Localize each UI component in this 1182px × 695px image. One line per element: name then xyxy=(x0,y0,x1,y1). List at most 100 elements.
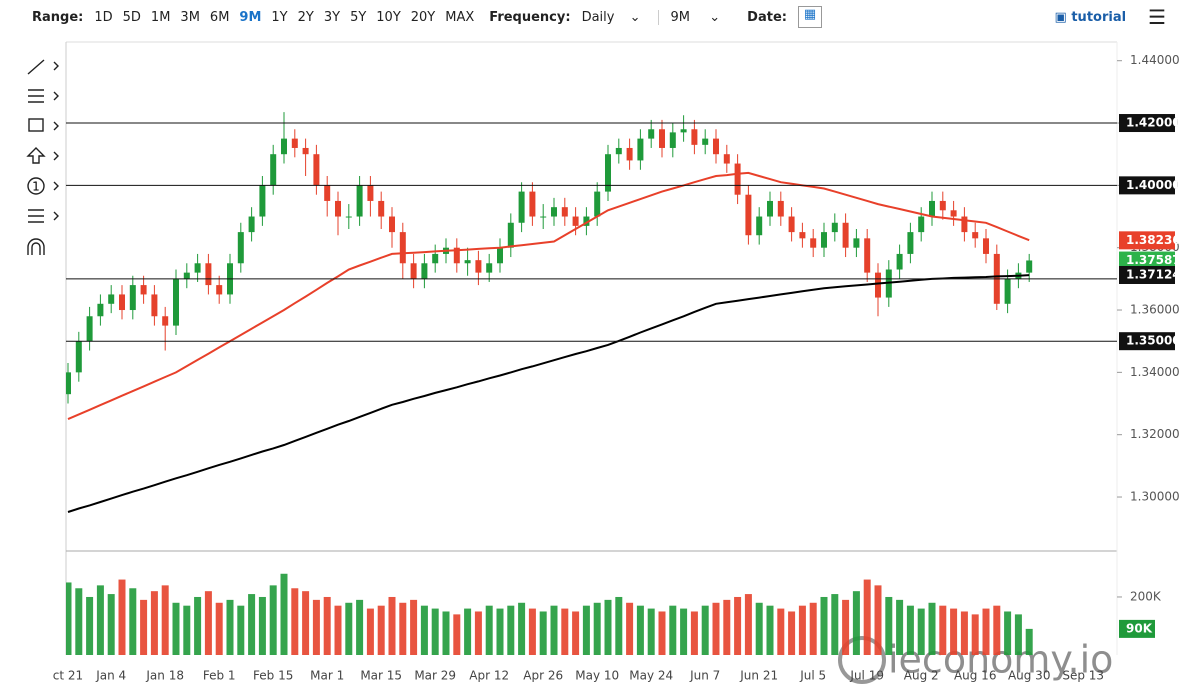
volume-bar xyxy=(356,599,364,655)
moving-average xyxy=(67,274,1030,513)
range-button[interactable]: 6M xyxy=(209,9,230,25)
candle-body xyxy=(151,294,158,317)
tool-arrow[interactable] xyxy=(53,121,59,131)
tool-up[interactable] xyxy=(26,147,59,164)
tool-arrow[interactable] xyxy=(53,181,59,191)
volume-bar xyxy=(809,602,817,655)
tutorial-link[interactable]: ▣ tutorial xyxy=(1054,9,1127,25)
level-tag-label: 1.35000 xyxy=(1126,334,1181,348)
range-button[interactable]: 2Y xyxy=(297,9,314,25)
tool-rect[interactable] xyxy=(28,118,44,132)
range-button[interactable]: 20Y xyxy=(410,9,436,25)
candle-body xyxy=(777,200,784,217)
tool-line[interactable] xyxy=(27,59,59,75)
tool-counter-label[interactable]: 1 xyxy=(32,180,40,194)
tool-fib[interactable] xyxy=(28,89,59,103)
candle-body xyxy=(615,147,622,155)
x-tick-label: Mar 29 xyxy=(414,669,456,683)
x-tick-label: Apr 26 xyxy=(523,669,563,683)
tool-fan[interactable] xyxy=(28,209,59,223)
candle-body xyxy=(561,207,568,217)
candle-body xyxy=(66,372,71,395)
candle-body xyxy=(183,272,190,279)
candle-body xyxy=(918,216,925,233)
period-value[interactable]: 9M xyxy=(670,9,691,25)
volume-bar xyxy=(917,608,925,655)
range-button[interactable]: 1M xyxy=(150,9,171,25)
candle-body xyxy=(551,207,557,217)
range-button[interactable]: 9M xyxy=(239,9,262,25)
candle-body xyxy=(702,138,709,145)
candle-body xyxy=(831,222,838,233)
volume-bar xyxy=(528,608,536,655)
volume-bar xyxy=(572,611,580,655)
calendar-button[interactable]: ▦ xyxy=(797,6,822,28)
range-button[interactable]: 5Y xyxy=(350,9,367,25)
frequency-select[interactable]: Daily ⌄ xyxy=(581,9,641,25)
frequency-value[interactable]: Daily xyxy=(581,9,615,25)
candle-body xyxy=(583,216,590,226)
level-tag-label: 1.42000 xyxy=(1126,116,1181,130)
level-tag xyxy=(1119,332,1175,351)
candle-body xyxy=(108,294,115,304)
volume-bar xyxy=(788,611,796,655)
range-buttons: 1D 5D 1M 3M 6M 9M 1Y 2Y 3Y 5Y 10Y 20Y MAX xyxy=(94,10,474,25)
candle-body xyxy=(259,185,266,217)
candle-body xyxy=(119,294,125,311)
candle-body xyxy=(734,163,741,195)
range-button[interactable]: 5D xyxy=(122,9,141,25)
volume-bar xyxy=(971,614,979,655)
candle-body xyxy=(723,154,730,164)
candle-body xyxy=(432,253,439,264)
volume-bar xyxy=(226,599,234,655)
volume-bar xyxy=(626,602,634,655)
candle-body xyxy=(86,316,93,342)
volume-bar xyxy=(399,602,407,655)
candle-body xyxy=(507,222,514,248)
range-button[interactable]: 10Y xyxy=(376,9,401,25)
volume-bar xyxy=(582,605,590,655)
candle-body xyxy=(626,147,633,161)
volume-bar xyxy=(334,605,342,655)
volume-bar xyxy=(852,591,860,655)
drawing-tools[interactable] xyxy=(26,59,59,255)
candle-body xyxy=(291,138,298,148)
volume-bar xyxy=(593,602,601,655)
volume-bar xyxy=(464,608,472,655)
volume-bar xyxy=(669,605,677,655)
volume-bar xyxy=(647,608,655,655)
volume-bar xyxy=(129,588,137,655)
volume-bar xyxy=(1014,614,1022,655)
volume-bar xyxy=(496,608,504,655)
range-button[interactable]: 1Y xyxy=(271,9,288,25)
candle-body xyxy=(821,232,827,248)
candle-body xyxy=(399,232,406,264)
candle-body xyxy=(810,238,817,248)
x-tick-label: Feb 15 xyxy=(253,669,293,683)
volume-bar xyxy=(960,611,968,655)
tool-magnet[interactable] xyxy=(27,238,45,255)
volume-bar xyxy=(993,605,1001,655)
candle-body xyxy=(313,154,320,186)
candle-body xyxy=(1026,260,1033,273)
volume-bar xyxy=(302,591,310,655)
volume-bar xyxy=(636,605,644,655)
tutorial-text[interactable]: tutorial xyxy=(1071,9,1127,25)
y-tick-label: 1.36000 xyxy=(1130,303,1180,317)
tool-counter[interactable] xyxy=(27,177,45,195)
x-tick-label: Aug 2 xyxy=(904,669,939,683)
volume-pane xyxy=(66,573,1033,655)
menu-button[interactable]: ☰ xyxy=(1148,5,1166,29)
candle-body xyxy=(497,247,503,264)
candle-body xyxy=(713,138,719,155)
range-button[interactable]: 3M xyxy=(180,9,200,25)
range-button[interactable]: 1D xyxy=(94,9,113,25)
range-button[interactable]: 3Y xyxy=(323,9,341,25)
candle-body xyxy=(173,278,179,326)
period-select[interactable]: 9M ⌄ xyxy=(657,9,720,25)
volume-bar xyxy=(410,599,418,655)
range-button[interactable]: MAX xyxy=(445,9,475,25)
volume-bar xyxy=(280,573,288,655)
x-tick-label: ct 21 xyxy=(53,669,83,683)
price-tag xyxy=(1119,265,1175,284)
